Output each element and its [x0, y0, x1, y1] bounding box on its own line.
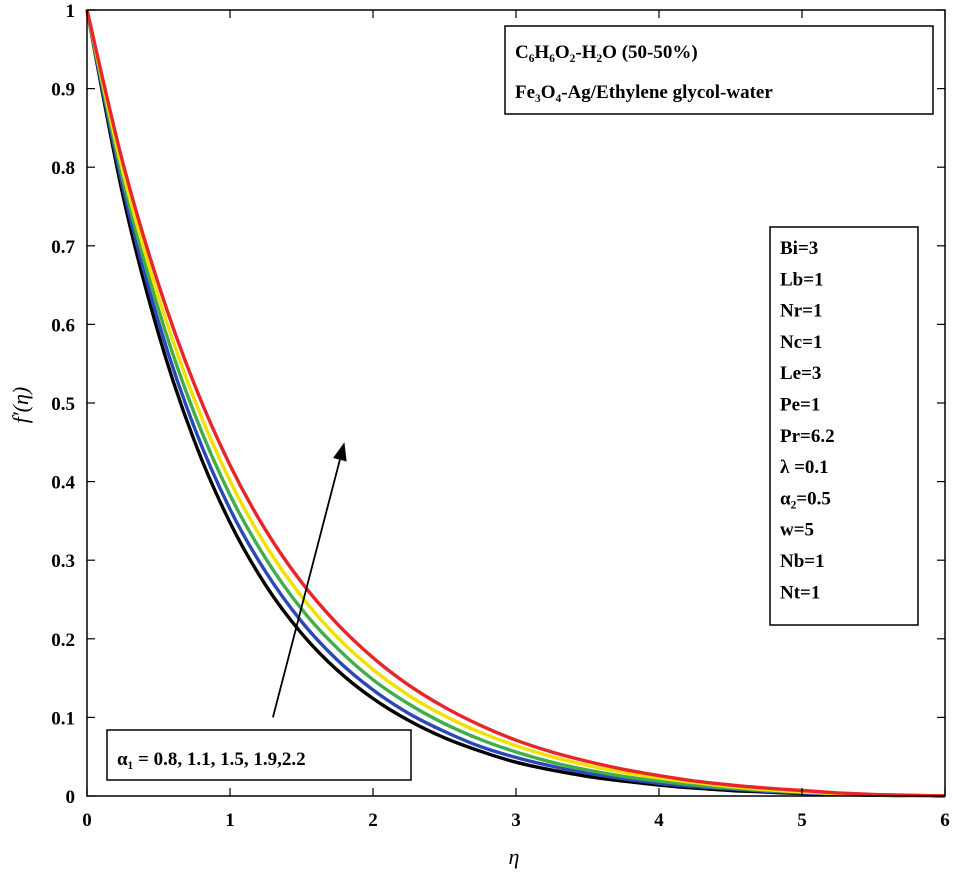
x-tick-label: 6: [940, 810, 950, 831]
y-tick-label: 0.3: [51, 551, 75, 572]
param-line: Pe=1: [780, 395, 820, 416]
legend-box-frame: [504, 25, 934, 115]
y-tick-label: 0.1: [51, 708, 75, 729]
annotation-arrowhead: [333, 442, 347, 462]
param-line: Nr=1: [780, 301, 822, 322]
y-tick-label: 0.2: [51, 630, 75, 651]
params-box-frame: [769, 226, 919, 626]
y-axis-title: f′(η): [8, 387, 33, 424]
annotation-text: α₁ = 0.8, 1.1, 1.5, 1.9,2.2: [117, 749, 306, 770]
x-tick-label: 0: [82, 810, 92, 831]
param-line: Le=3: [780, 363, 821, 384]
legend-line-2: Fe₃O₄-Ag/Ethylene glycol-water: [515, 82, 773, 103]
param-line: Lb=1: [780, 269, 824, 290]
param-line: α₂=0.5: [780, 488, 831, 509]
param-line: Nt=1: [780, 582, 820, 603]
series-line-5: [85, 9, 946, 798]
param-line: w=5: [780, 520, 814, 541]
y-tick-label: 0.4: [51, 473, 75, 494]
y-tick-label: 0.5: [51, 394, 75, 415]
x-tick-label: 1: [225, 810, 235, 831]
x-tick-label: 2: [368, 810, 378, 831]
annotation-arrow: [272, 459, 341, 718]
legend-box: C₆H₆O₂-H₂O (50-50%) Fe₃O₄-Ag/Ethylene gl…: [504, 25, 934, 115]
y-tick-label: 0.9: [51, 80, 75, 101]
y-tick-label: 1: [66, 1, 76, 22]
curves-layer: [85, 9, 946, 798]
param-line: Nc=1: [780, 332, 822, 353]
param-line: Pr=6.2: [780, 426, 835, 447]
legend-line-1: C₆H₆O₂-H₂O (50-50%): [515, 42, 698, 63]
param-line: λ =0.1: [780, 457, 829, 478]
x-tick-label: 5: [797, 810, 807, 831]
param-line: Nb=1: [780, 551, 825, 572]
ticks-layer: [86, 9, 946, 797]
param-line: Bi=3: [780, 238, 818, 259]
x-axis-title: η: [509, 844, 520, 869]
x-tick-label: 4: [654, 810, 664, 831]
params-box: Bi=3 Lb=1 Nr=1 Nc=1 Le=3 Pe=1 Pr=6.2 λ =0.1 α₂=0…: [769, 226, 919, 626]
tick-labels-layer: 0 1 2 3 4 5 6 0 0.1 0.2 0.3 0.4 0.5 0.6 0.7 0.8 0.9 1: [51, 1, 950, 831]
y-tick-label: 0.6: [51, 315, 75, 336]
y-tick-label: 0.7: [51, 237, 75, 258]
y-tick-label: 0: [66, 787, 76, 808]
params-lines: Bi=3 Lb=1 Nr=1 Nc=1 Le=3 Pe=1 Pr=6.2 λ =0.1 α₂=0…: [780, 238, 835, 603]
alpha1-annotation: α₁ = 0.8, 1.1, 1.5, 1.9,2.2: [106, 442, 412, 781]
x-tick-label: 3: [511, 810, 521, 831]
annotation-box-frame: [106, 729, 412, 781]
y-tick-label: 0.8: [51, 158, 75, 179]
